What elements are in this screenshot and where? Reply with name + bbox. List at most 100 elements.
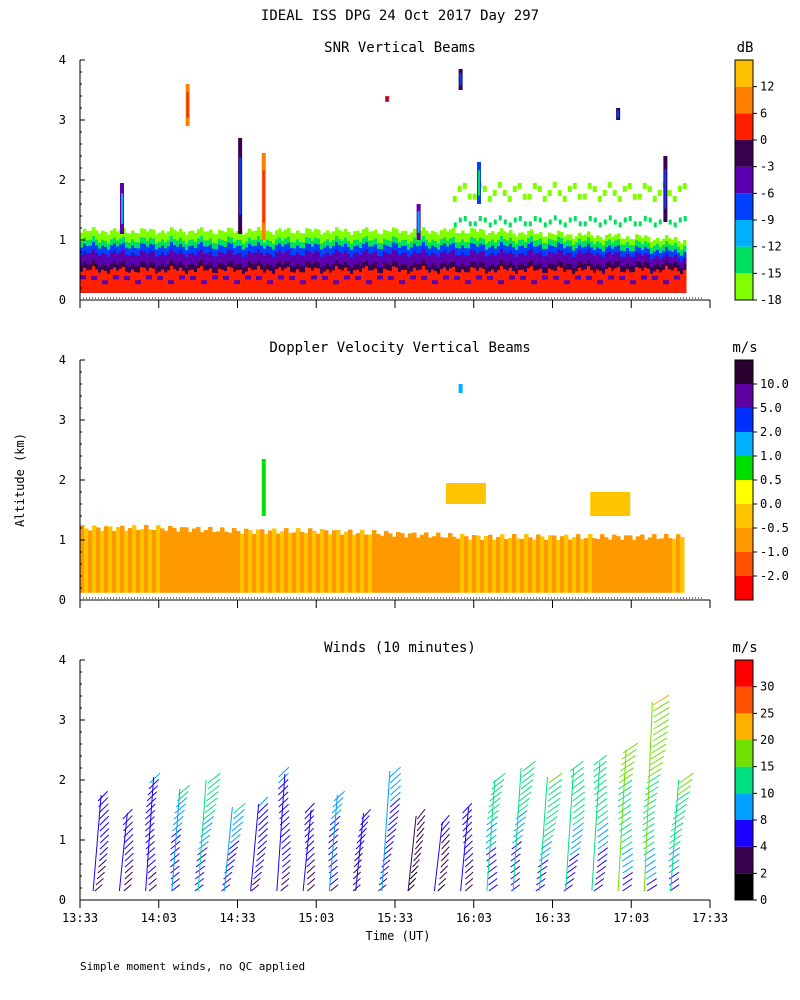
snr-cell xyxy=(300,280,306,285)
snr-layer-cell xyxy=(583,221,587,227)
wind-barb xyxy=(415,840,424,850)
wind-barb xyxy=(668,871,680,880)
wind-barb xyxy=(257,796,269,808)
wind-profile xyxy=(563,760,586,892)
colorbar-swatch xyxy=(735,504,753,528)
snr-cell xyxy=(206,270,210,293)
snr-cell xyxy=(531,280,537,285)
velocity-cell xyxy=(588,534,593,593)
snr-cell xyxy=(680,273,684,293)
wind-barb xyxy=(678,772,694,784)
snr-cell xyxy=(542,272,546,293)
snr-cell xyxy=(487,275,493,280)
wind-barb xyxy=(462,821,473,832)
snr-cell xyxy=(389,270,393,293)
snr-cell xyxy=(674,267,678,293)
wind-barb xyxy=(622,884,633,892)
snr-cell xyxy=(91,276,97,281)
snr-cell xyxy=(102,280,108,285)
velocity-cell xyxy=(440,537,445,593)
velocity-cell xyxy=(436,532,441,593)
velocity-cell xyxy=(320,528,325,593)
wind-staff xyxy=(512,767,522,892)
snr-layer-cell xyxy=(557,190,562,197)
wind-barb xyxy=(642,804,656,814)
wind-barb xyxy=(572,816,585,826)
colorbar-tick-label: 5.0 xyxy=(760,401,782,415)
snr-cell xyxy=(581,270,585,293)
snr-cell xyxy=(617,266,621,293)
wind-barb xyxy=(622,872,633,880)
colorbar-swatch xyxy=(735,480,753,504)
snr-cell xyxy=(527,267,531,293)
wind-barb xyxy=(597,828,609,838)
colorbar-swatch xyxy=(735,456,753,480)
velocity-cell xyxy=(184,527,189,593)
velocity-cell xyxy=(88,530,93,593)
snr-cell xyxy=(515,274,519,293)
wind-barb xyxy=(566,865,577,874)
wind-barb xyxy=(96,871,105,880)
wind-barb xyxy=(464,859,474,868)
colorbar-swatch xyxy=(735,408,753,432)
velocity-cell xyxy=(376,534,381,593)
snr-layer-cell xyxy=(522,193,527,200)
colorbar-tick-label: 12 xyxy=(760,80,774,94)
wind-profile xyxy=(378,766,402,892)
wind-barb xyxy=(545,816,558,826)
velocity-cell xyxy=(580,539,585,593)
wind-barb xyxy=(668,865,680,874)
wind-profile xyxy=(668,772,694,892)
wind-barb xyxy=(618,779,633,790)
wind-staff xyxy=(92,794,102,892)
wind-barb xyxy=(464,884,473,892)
y-tick-label: 3 xyxy=(59,713,66,727)
wind-profile xyxy=(485,772,506,892)
snr-cell xyxy=(586,275,592,280)
snr-cell xyxy=(668,269,672,293)
wind-barb xyxy=(642,835,655,844)
snr-cell xyxy=(158,271,162,293)
snr-layer-cell xyxy=(543,222,547,228)
snr-cell xyxy=(256,276,262,281)
wind-barb xyxy=(668,859,680,868)
wind-barb xyxy=(642,810,656,820)
wind-barb xyxy=(652,731,668,742)
snr-cell xyxy=(428,272,432,293)
wind-barb xyxy=(254,865,264,874)
velocity-cell xyxy=(404,537,409,593)
wind-barb xyxy=(622,742,639,754)
velocity-cell xyxy=(192,528,197,593)
y-tick-label: 2 xyxy=(59,473,66,487)
wind-barb xyxy=(304,815,315,826)
snr-cell xyxy=(311,275,317,280)
velocity-cell xyxy=(112,530,117,593)
wind-staff xyxy=(407,815,417,892)
snr-layer-cell xyxy=(462,182,467,189)
colorbar-swatch xyxy=(735,820,753,847)
y-tick-label: 1 xyxy=(59,833,66,847)
snr-layer-cell xyxy=(607,181,612,188)
snr-layer-cell xyxy=(623,217,627,223)
snr-cell xyxy=(80,271,84,293)
wind-barb xyxy=(462,809,473,820)
wind-barb xyxy=(145,840,155,850)
snr-plume-core xyxy=(386,97,389,101)
velocity-cell xyxy=(380,535,385,593)
wind-barb xyxy=(124,840,134,850)
wind-barb xyxy=(206,785,220,796)
colorbar-tick-label: 4 xyxy=(760,840,767,854)
wind-barb xyxy=(463,840,473,850)
wind-barb xyxy=(487,803,500,814)
wind-barb xyxy=(488,797,501,808)
footnote: Simple moment winds, no QC applied xyxy=(80,960,305,973)
wind-barb xyxy=(537,865,548,874)
snr-cell xyxy=(365,266,369,293)
snr-layer-cell xyxy=(452,195,457,202)
wind-barb xyxy=(258,828,269,838)
velocity-feature xyxy=(261,459,266,516)
wind-barb xyxy=(380,865,390,874)
wind-profile xyxy=(642,694,670,892)
wind-profile xyxy=(591,754,609,892)
wind-barb xyxy=(486,853,497,862)
